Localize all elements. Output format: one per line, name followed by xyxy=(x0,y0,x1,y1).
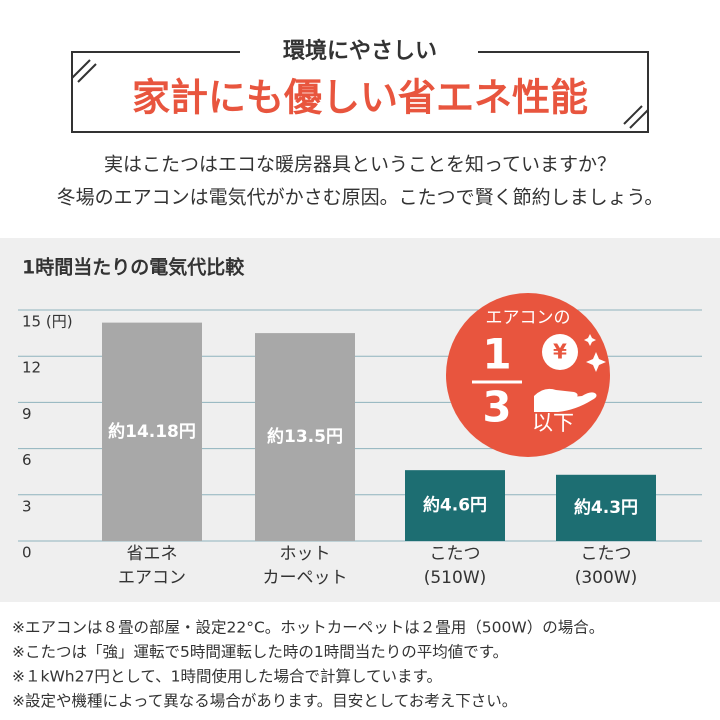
badge-suffix: 以下 xyxy=(532,411,574,435)
bar xyxy=(255,333,355,541)
x-tick-label: カーペット xyxy=(263,568,348,588)
sparkle xyxy=(584,334,606,372)
x-tick-label: こたつ xyxy=(581,544,632,564)
chart-title: 1時間当たりの電気代比較 xyxy=(22,256,245,279)
footnote: ※１kWh27円として、1時間使用した場合で計算しています。 xyxy=(12,667,442,686)
footnote: ※設定や機種によって異なる場合があります。目安としてお考え下さい。 xyxy=(12,692,517,710)
coin-symbol: ¥ xyxy=(553,340,567,364)
y-tick-label: 6 xyxy=(22,451,32,469)
bar xyxy=(556,474,656,541)
header-frame xyxy=(71,51,649,133)
y-tick-label: 12 xyxy=(22,359,41,377)
intro-line: 実はこたつはエコな暖房器具ということを知っていますか？ xyxy=(104,154,616,176)
x-tick-label: (300W) xyxy=(575,568,638,588)
footnote: ※こたつは「強」運転で5時間運転した時の1時間当たりの平均値です。 xyxy=(12,643,508,661)
y-tick-label: 15 (円) xyxy=(22,313,73,331)
coin xyxy=(542,334,578,370)
footnote: ※エアコンは８畳の部屋・設定22°C。ホットカーペットは２畳用（500W）の場合… xyxy=(12,619,604,637)
bar xyxy=(405,470,505,541)
x-tick-label: (510W) xyxy=(424,568,487,588)
badge-circle xyxy=(446,293,610,457)
badge-numerator: 1 xyxy=(482,330,511,379)
bar xyxy=(102,322,202,541)
x-tick-label: 省エネ xyxy=(127,544,178,564)
value-label: 約4.6円 xyxy=(423,495,487,516)
y-tick-label: 0 xyxy=(22,544,32,562)
intro-line: 冬場のエアコンは電気代がかさむ原因。こたつで賢く節約しましょう。 xyxy=(57,187,664,209)
hand-icon xyxy=(534,388,597,412)
badge-denominator: 3 xyxy=(482,383,511,432)
badge: エアコンの 1 3 ¥ 以下 xyxy=(446,293,610,457)
tagline: 環境にやさしい xyxy=(283,38,437,64)
headline: 家計にも優しい省エネ性能 xyxy=(132,76,588,120)
footnotes: ※エアコンは８畳の部屋・設定22°C。ホットカーペットは２畳用（500W）の場合… xyxy=(12,619,604,711)
value-label: 約4.3円 xyxy=(574,497,638,518)
y-tick-label: 3 xyxy=(22,497,32,515)
value-label: 約13.5円 xyxy=(267,426,343,447)
x-tick-label: エアコン xyxy=(118,568,186,588)
x-tick-label: ホット xyxy=(280,544,331,564)
y-tick-label: 9 xyxy=(22,405,32,423)
x-tick-label: こたつ xyxy=(430,544,481,564)
badge-heading: エアコンの xyxy=(486,308,571,328)
value-label: 約14.18円 xyxy=(108,421,196,442)
